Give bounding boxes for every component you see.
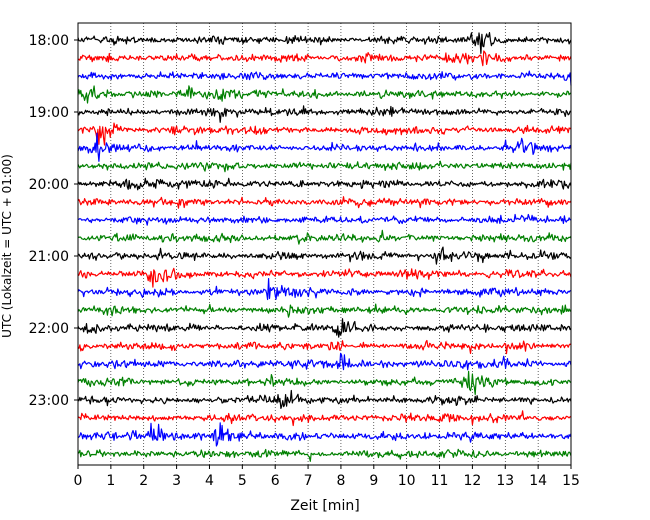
x-tick-label: 7 bbox=[304, 473, 313, 489]
x-tick-label: 8 bbox=[336, 473, 345, 489]
x-tick-label: 13 bbox=[496, 473, 514, 489]
x-tick-label: 14 bbox=[529, 473, 547, 489]
x-axis-label: Zeit [min] bbox=[290, 498, 359, 514]
trace-row-4 bbox=[77, 105, 572, 123]
trace-row-2 bbox=[77, 70, 572, 86]
x-tick-label: 9 bbox=[369, 473, 378, 489]
trace-row-10 bbox=[77, 213, 572, 226]
x-tick-label: 5 bbox=[238, 473, 247, 489]
trace-row-20 bbox=[77, 389, 572, 409]
y-tick-label: 20:00 bbox=[29, 177, 69, 193]
trace-row-18 bbox=[77, 352, 572, 371]
trace-row-1 bbox=[77, 50, 572, 67]
trace-row-13 bbox=[77, 267, 572, 288]
trace-row-12 bbox=[77, 246, 572, 265]
trace-row-8 bbox=[77, 177, 572, 191]
x-tick-label: 6 bbox=[271, 473, 280, 489]
x-tick-label: 4 bbox=[205, 473, 214, 489]
x-tick-label: 0 bbox=[74, 473, 83, 489]
x-axis-ticks: 0 1 2 3 4 5 6 7 8 9 10 11 12 13 14 15 bbox=[74, 465, 580, 489]
trace-row-7 bbox=[77, 160, 572, 173]
trace-row-22 bbox=[77, 422, 572, 447]
y-tick-label: 18:00 bbox=[29, 33, 69, 49]
trace-row-11 bbox=[77, 229, 572, 245]
x-tick-label: 10 bbox=[398, 473, 416, 489]
y-axis-ticks: 18:00 19:00 20:00 21:00 22:00 23:00 bbox=[29, 33, 78, 409]
y-tick-label: 23:00 bbox=[29, 393, 69, 409]
x-tick-label: 1 bbox=[106, 473, 115, 489]
trace-row-6 bbox=[77, 132, 572, 162]
trace-row-3 bbox=[77, 85, 572, 104]
seismic-traces bbox=[77, 32, 572, 462]
y-tick-label: 19:00 bbox=[29, 105, 69, 121]
trace-row-16 bbox=[77, 318, 572, 338]
y-tick-label: 22:00 bbox=[29, 321, 69, 337]
trace-row-15 bbox=[77, 303, 572, 318]
trace-row-5 bbox=[77, 122, 572, 146]
trace-row-23 bbox=[77, 448, 572, 462]
x-tick-label: 15 bbox=[562, 473, 580, 489]
trace-row-21 bbox=[77, 410, 572, 427]
x-tick-label: 12 bbox=[463, 473, 481, 489]
trace-row-9 bbox=[77, 196, 572, 209]
trace-row-17 bbox=[77, 339, 572, 355]
trace-row-0 bbox=[77, 32, 572, 54]
plot-frame bbox=[77, 22, 572, 466]
x-tick-label: 3 bbox=[172, 473, 181, 489]
x-tick-label: 11 bbox=[431, 473, 449, 489]
y-tick-label: 21:00 bbox=[29, 249, 69, 265]
x-tick-label: 2 bbox=[139, 473, 148, 489]
y-axis-label: UTC (Lokalzeit = UTC + 01:00) bbox=[0, 154, 14, 338]
trace-row-19 bbox=[77, 370, 572, 395]
trace-row-14 bbox=[77, 278, 572, 301]
